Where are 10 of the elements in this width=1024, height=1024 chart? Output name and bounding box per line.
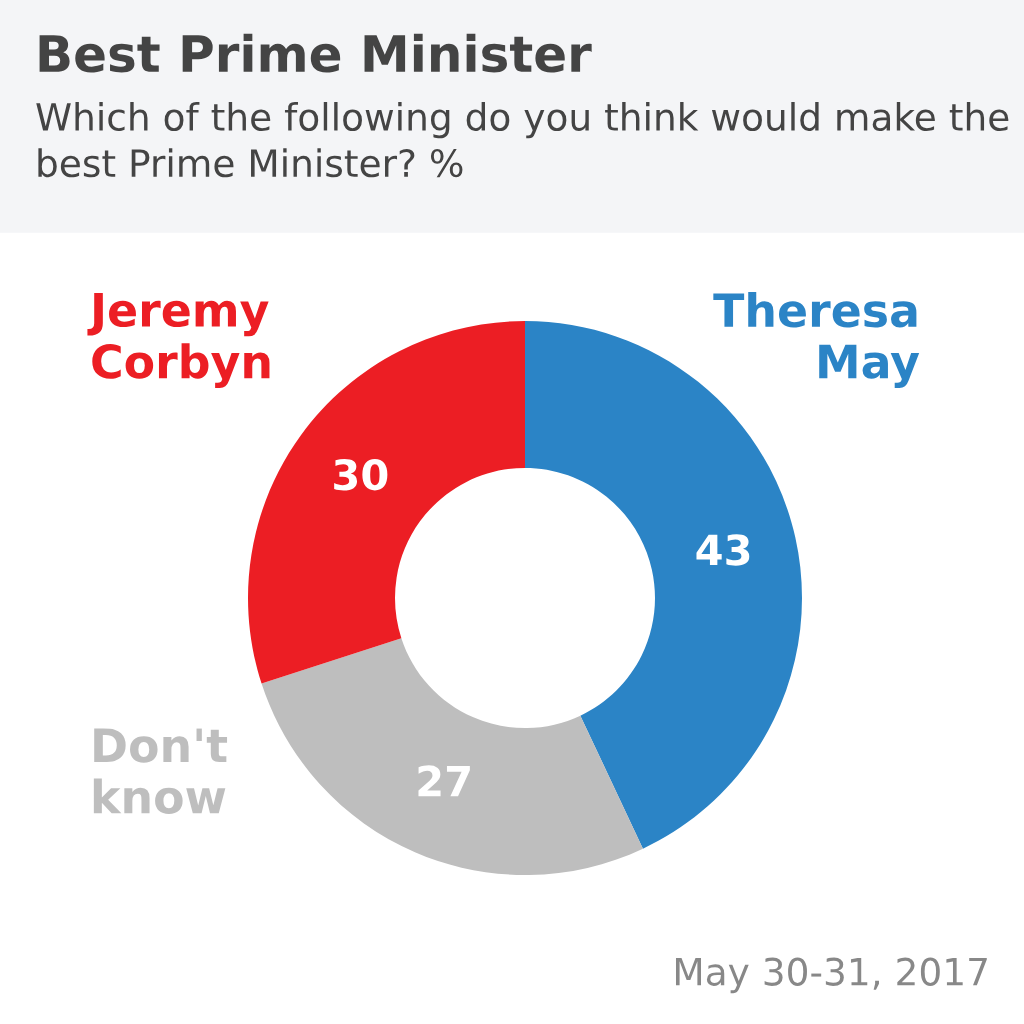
slice-label: Theresa May: [713, 291, 920, 389]
donut-slice: [261, 638, 643, 875]
text: May 30-31, 2017: [675, 957, 987, 994]
data-label: 43: [696, 534, 750, 566]
slice-label: Jeremy Corbyn: [87, 293, 270, 389]
data-label: 27: [418, 765, 470, 797]
data-label: 30: [334, 458, 388, 491]
slice-label: Don't know: [93, 728, 228, 814]
chart-title: Best Prime Minister: [39, 33, 592, 73]
chart-subtitle: Which of the following do you think would make the best Prime Minister? %: [36, 102, 1009, 178]
